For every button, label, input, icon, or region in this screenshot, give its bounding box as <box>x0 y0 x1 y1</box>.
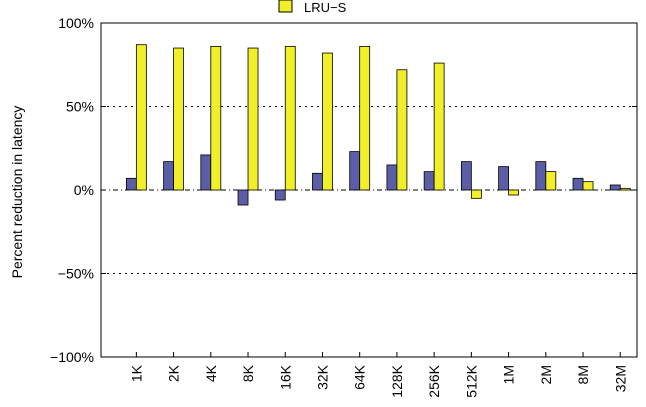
bar-series1-512K <box>460 161 472 191</box>
x-tick-label: 4K <box>203 364 219 382</box>
bar-lru-s-1K <box>135 44 147 191</box>
bar-lru-s-64K <box>359 45 371 191</box>
bar-lru-s-128K <box>396 69 408 191</box>
legend-label-lru-s: LRU−S <box>304 0 347 15</box>
bar-series1-2K <box>163 161 174 191</box>
tick-labels: 100% 50% 0% −50% −100% 1K 2K 4K 8K 16K 32K 64K 128K 2… <box>50 15 628 398</box>
bar-lru-s-512K <box>470 189 482 199</box>
x-tick-label: 32M <box>612 365 628 392</box>
bar-lru-s-8K <box>247 47 259 191</box>
x-tick-label: 32K <box>314 364 330 390</box>
y-tick-label: 100% <box>58 15 94 31</box>
axes <box>100 22 638 358</box>
legend: LRU−S <box>278 0 347 15</box>
bar-series1-128K <box>386 164 398 191</box>
bar-series1-8K <box>237 189 249 206</box>
bar-lru-s-8M <box>582 181 594 191</box>
bars <box>125 44 631 206</box>
bar-lru-s-16K <box>284 45 296 191</box>
bar-lru-s-1M <box>508 189 519 196</box>
legend-swatch-lru-s <box>278 0 293 13</box>
y-axis-label: Percent reduction in latency <box>9 106 25 279</box>
x-tick-label: 128K <box>389 364 405 397</box>
bar-series1-2M <box>535 161 547 191</box>
y-tick-label: −50% <box>58 266 94 282</box>
bar-series1-16K <box>274 189 286 201</box>
bar-series1-32K <box>312 172 323 191</box>
bar-lru-s-4K <box>210 45 222 191</box>
y-tick-label: 0% <box>74 182 94 198</box>
bar-lru-s-2M <box>545 171 557 191</box>
x-tick-label: 256K <box>426 364 442 397</box>
x-tick-label: 2K <box>166 364 182 382</box>
y-tick-label: 50% <box>66 99 94 115</box>
x-tick-label: 8K <box>240 364 256 382</box>
bar-lru-s-32M <box>619 187 631 191</box>
bar-series1-256K <box>423 171 435 191</box>
bar-series1-8M <box>572 177 584 191</box>
bar-lru-s-256K <box>433 62 445 191</box>
bar-lru-s-32K <box>322 52 333 191</box>
bar-series1-4K <box>200 154 212 191</box>
x-tick-label: 64K <box>352 364 368 390</box>
x-tick-label: 1K <box>128 364 144 382</box>
x-tick-label: 1M <box>501 365 517 384</box>
bar-series1-1M <box>498 166 509 191</box>
bar-series1-64K <box>349 151 361 191</box>
y-tick-label: −100% <box>50 349 94 365</box>
x-tick-label: 8M <box>575 365 591 384</box>
x-tick-label: 16K <box>277 364 293 390</box>
bar-series1-32M <box>609 184 621 191</box>
bar-lru-s-2K <box>173 47 184 191</box>
bar-series1-1K <box>125 177 137 191</box>
x-tick-label: 512K <box>463 364 479 397</box>
x-tick-label: 2M <box>538 365 554 384</box>
